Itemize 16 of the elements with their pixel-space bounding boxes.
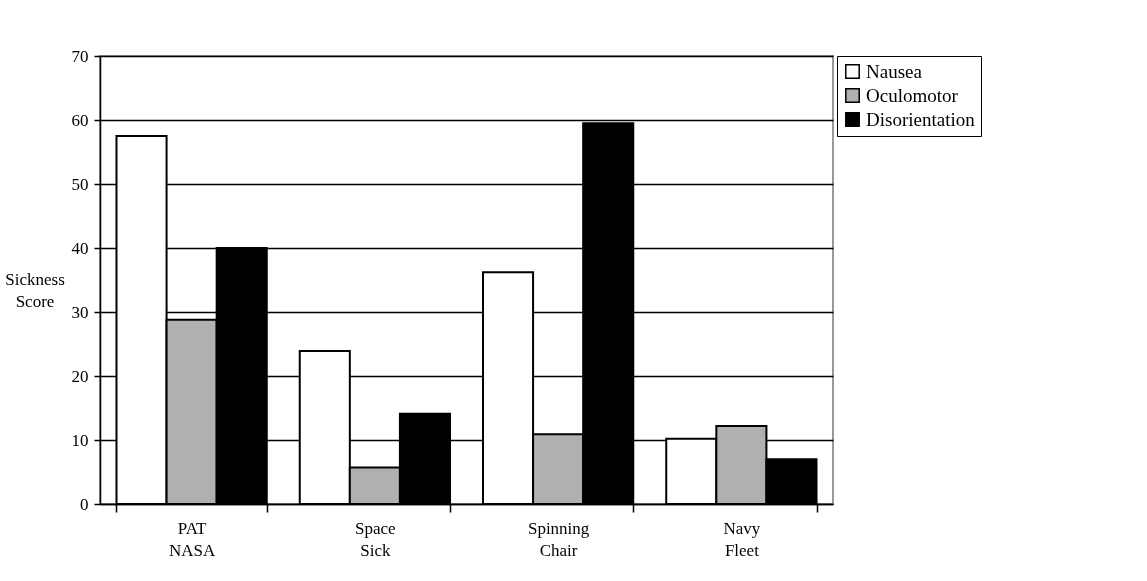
y-tick-label: 0 xyxy=(80,494,89,514)
legend-label: Disorientation xyxy=(866,108,976,130)
y-tick-label: 30 xyxy=(71,302,89,322)
x-tick-label: PAT NASA xyxy=(168,518,216,560)
x-tick-label: Spinning Chair xyxy=(527,518,590,560)
y-tick-label: 70 xyxy=(71,46,89,66)
x-tick-label: Space Sick xyxy=(355,518,396,560)
y-tick-label: 50 xyxy=(71,174,89,194)
legend-label: Oculomotor xyxy=(866,84,959,106)
x-tick-label: Navy Fleet xyxy=(723,518,761,560)
y-tick-label: 40 xyxy=(71,238,89,258)
y-axis-title: Sickness Score xyxy=(5,270,65,311)
y-tick-label: 60 xyxy=(71,110,89,130)
legend-label: Nausea xyxy=(866,60,923,82)
y-tick-label: 10 xyxy=(71,430,89,450)
y-tick-label: 20 xyxy=(71,366,89,386)
